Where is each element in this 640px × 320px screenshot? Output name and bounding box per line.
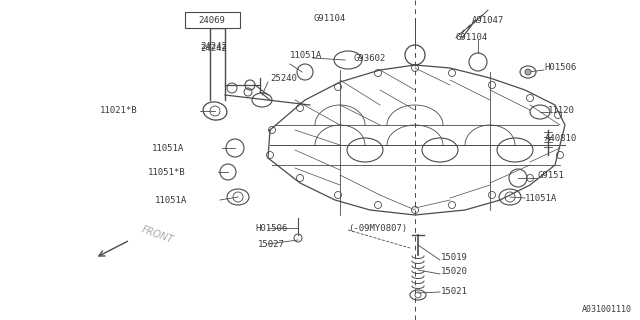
Text: G91104: G91104 xyxy=(455,33,487,42)
Text: 11051A: 11051A xyxy=(290,51,323,60)
Text: H01506: H01506 xyxy=(544,62,576,71)
Text: 11051*B: 11051*B xyxy=(148,167,186,177)
Text: A91047: A91047 xyxy=(472,15,504,25)
Text: 11051A: 11051A xyxy=(152,143,184,153)
Text: 24242: 24242 xyxy=(200,44,227,52)
Text: (-09MY0807): (-09MY0807) xyxy=(348,223,407,233)
Text: 15019: 15019 xyxy=(441,253,468,262)
Bar xyxy=(185,12,240,28)
Text: 25240: 25240 xyxy=(270,74,297,83)
Text: 11051A: 11051A xyxy=(525,194,557,203)
Text: 11051A: 11051A xyxy=(155,196,188,204)
Text: G93602: G93602 xyxy=(353,53,385,62)
Text: FRONT: FRONT xyxy=(140,225,175,245)
Text: 15027: 15027 xyxy=(258,239,285,249)
Text: 15020: 15020 xyxy=(441,268,468,276)
Text: G91104: G91104 xyxy=(313,13,345,22)
Text: 24242: 24242 xyxy=(200,42,227,51)
Text: A40810: A40810 xyxy=(545,133,577,142)
Text: 11021*B: 11021*B xyxy=(100,106,138,115)
Text: 24069: 24069 xyxy=(198,15,225,25)
Text: 11120: 11120 xyxy=(548,106,575,115)
Text: G9151: G9151 xyxy=(537,171,564,180)
Circle shape xyxy=(525,69,531,75)
Text: 15021: 15021 xyxy=(441,286,468,295)
Text: A031001110: A031001110 xyxy=(582,305,632,314)
Text: H01506: H01506 xyxy=(255,223,287,233)
Text: 24069: 24069 xyxy=(202,18,228,27)
